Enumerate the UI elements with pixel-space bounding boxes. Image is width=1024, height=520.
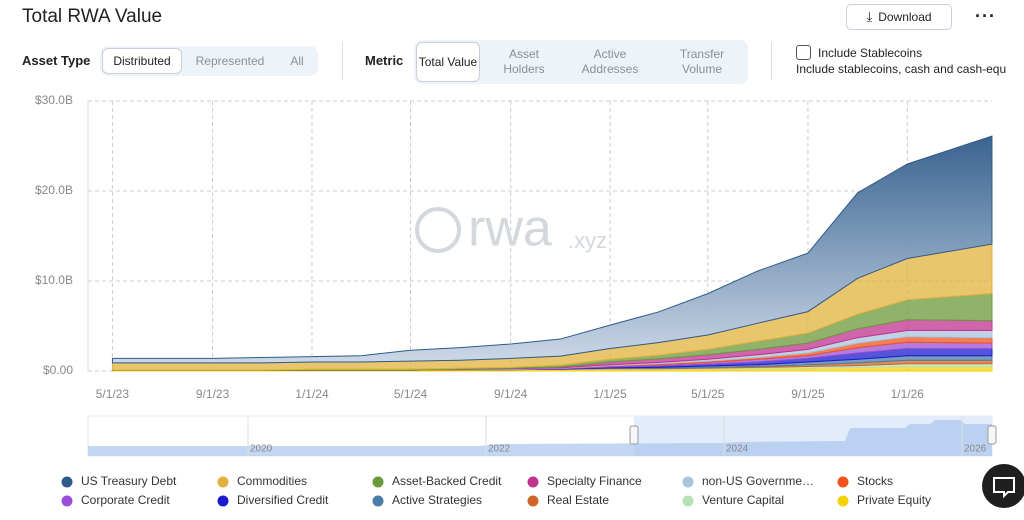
download-icon: ⤓: [866, 9, 873, 24]
chat-icon: [993, 477, 1015, 499]
legend-label: Stocks: [857, 474, 893, 488]
more-menu[interactable]: ···: [975, 6, 996, 26]
legend-swatch: [837, 476, 849, 488]
x-tick-label: 9/1/24: [494, 387, 528, 401]
chat-launcher[interactable]: [982, 464, 1024, 508]
legend: US Treasury Debt Commodities Asset-Backed …: [61, 474, 931, 507]
legend-label: non-US Governme…: [702, 474, 814, 488]
asset-type-option[interactable]: All: [290, 53, 304, 68]
areas: [111, 135, 993, 372]
y-tick-label: $10.0B: [35, 273, 73, 287]
watermark-logo: [415, 207, 461, 253]
divider: [771, 42, 772, 80]
x-tick-label: 5/1/24: [394, 387, 428, 401]
metric-option[interactable]: Asset Holders: [503, 47, 545, 76]
legend-label: Commodities: [237, 474, 307, 488]
legend-label: Active Strategies: [392, 493, 482, 507]
asset-type-control: Distributed Represented All: [100, 46, 318, 76]
legend-label: Real Estate: [547, 493, 609, 507]
metric-label: Metric: [365, 53, 404, 68]
legend-swatch: [837, 495, 849, 507]
y-tick-label: $30.0B: [35, 93, 73, 107]
metric-option[interactable]: Total Value: [416, 42, 480, 82]
asset-type-option[interactable]: Represented: [195, 53, 265, 68]
navigator-handle[interactable]: [987, 425, 997, 445]
legend-swatch: [682, 495, 694, 507]
legend-swatch: [217, 476, 229, 488]
legend-swatch: [527, 495, 539, 507]
x-tick-label: 1/1/25: [593, 387, 627, 401]
legend-swatch: [61, 495, 73, 507]
metric-option[interactable]: Active Addresses: [581, 47, 639, 76]
navigator: 2020 2022 2024 2026: [87, 415, 997, 457]
legend-swatch: [682, 476, 694, 488]
x-tick-label: 9/1/25: [791, 387, 825, 401]
asset-type-label: Asset Type: [22, 53, 91, 68]
x-tick-label: 9/1/23: [196, 387, 230, 401]
navigator-label: 2020: [250, 444, 273, 455]
navigator-label: 2026: [964, 444, 987, 455]
legend-label: Asset-Backed Credit: [392, 474, 502, 488]
watermark-suffix: .xyz: [568, 228, 607, 253]
stablecoins-note: Include stablecoins, cash and cash-equ: [796, 62, 1007, 76]
y-tick-label: $0.00: [43, 363, 73, 377]
y-tick-label: $20.0B: [35, 183, 73, 197]
stablecoins-checkbox[interactable]: [796, 45, 811, 60]
legend-swatch: [61, 476, 73, 488]
stablecoins-label: Include Stablecoins: [818, 46, 923, 60]
watermark: rwa: [468, 200, 552, 258]
x-tick-label: 1/1/26: [891, 387, 925, 401]
x-tick-label: 1/1/24: [295, 387, 329, 401]
area: [111, 135, 993, 364]
legend-label: Private Equity: [857, 493, 931, 507]
navigator-label: 2024: [726, 444, 749, 455]
page-title: Total RWA Value: [22, 6, 163, 27]
legend-swatch: [372, 495, 384, 507]
legend-swatch: [527, 476, 539, 488]
legend-label: US Treasury Debt: [81, 474, 177, 488]
x-tick-label: 5/1/25: [691, 387, 725, 401]
navigator-handle[interactable]: [629, 425, 639, 445]
navigator-area: [88, 420, 992, 456]
legend-label: Specialty Finance: [547, 474, 642, 488]
legend-label: Diversified Credit: [237, 493, 329, 507]
navigator-label: 2022: [488, 444, 511, 455]
legend-label: Venture Capital: [702, 493, 784, 507]
axes: $0.00 $10.0B $20.0B $30.0B 5/1/23 9/1/23 1/1/2…: [35, 93, 924, 401]
metric-option[interactable]: Transfer Volume: [679, 47, 725, 76]
download-label: Download: [878, 10, 932, 24]
metric-control: Total Value Asset Holders Active Address…: [414, 40, 748, 84]
divider: [342, 42, 343, 80]
asset-type-option[interactable]: Distributed: [102, 48, 182, 74]
legend-swatch: [217, 495, 229, 507]
legend-label: Corporate Credit: [81, 493, 170, 507]
download-button[interactable]: ⤓ Download: [846, 4, 952, 30]
legend-swatch: [372, 476, 384, 488]
x-tick-label: 5/1/23: [96, 387, 130, 401]
